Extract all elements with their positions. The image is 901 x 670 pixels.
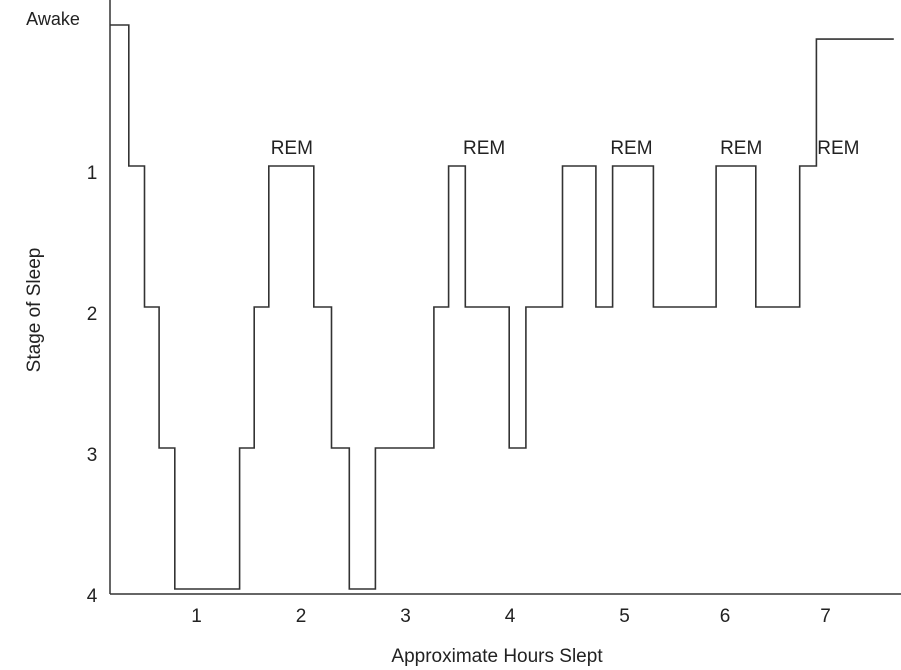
y-tick-label: 4	[87, 586, 98, 607]
rem-annotation: REM	[463, 138, 505, 159]
y-tick-label: 2	[87, 304, 98, 325]
y-tick-label: Awake	[26, 9, 80, 29]
y-axis-label: Stage of Sleep	[24, 248, 45, 373]
rem-annotation: REM	[271, 138, 313, 159]
x-tick-label: 7	[820, 606, 831, 627]
y-tick-label: 1	[87, 163, 98, 184]
rem-annotation: REM	[610, 138, 652, 159]
rem-annotation: REM	[817, 138, 859, 159]
x-tick-label: 5	[619, 606, 630, 627]
x-tick-label: 4	[505, 606, 516, 627]
x-axis-label: Approximate Hours Slept	[391, 646, 603, 667]
y-tick-label: 3	[87, 445, 98, 466]
x-tick-label: 2	[296, 606, 307, 627]
sleep-stage-line	[110, 24, 894, 590]
x-tick-label: 3	[400, 606, 411, 627]
rem-annotation: REM	[720, 138, 762, 159]
x-tick-label: 1	[191, 606, 202, 627]
x-tick-label: 6	[720, 606, 731, 627]
